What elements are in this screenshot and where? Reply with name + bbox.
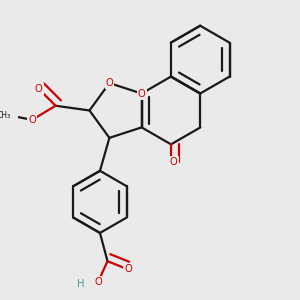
Text: O: O — [35, 84, 43, 94]
Text: O: O — [28, 115, 36, 125]
Text: CH₃: CH₃ — [0, 111, 11, 120]
Text: H: H — [77, 279, 85, 289]
Text: O: O — [106, 78, 113, 88]
Text: O: O — [170, 157, 178, 167]
Text: O: O — [138, 88, 146, 98]
Text: O: O — [94, 277, 102, 287]
Text: O: O — [124, 264, 132, 274]
